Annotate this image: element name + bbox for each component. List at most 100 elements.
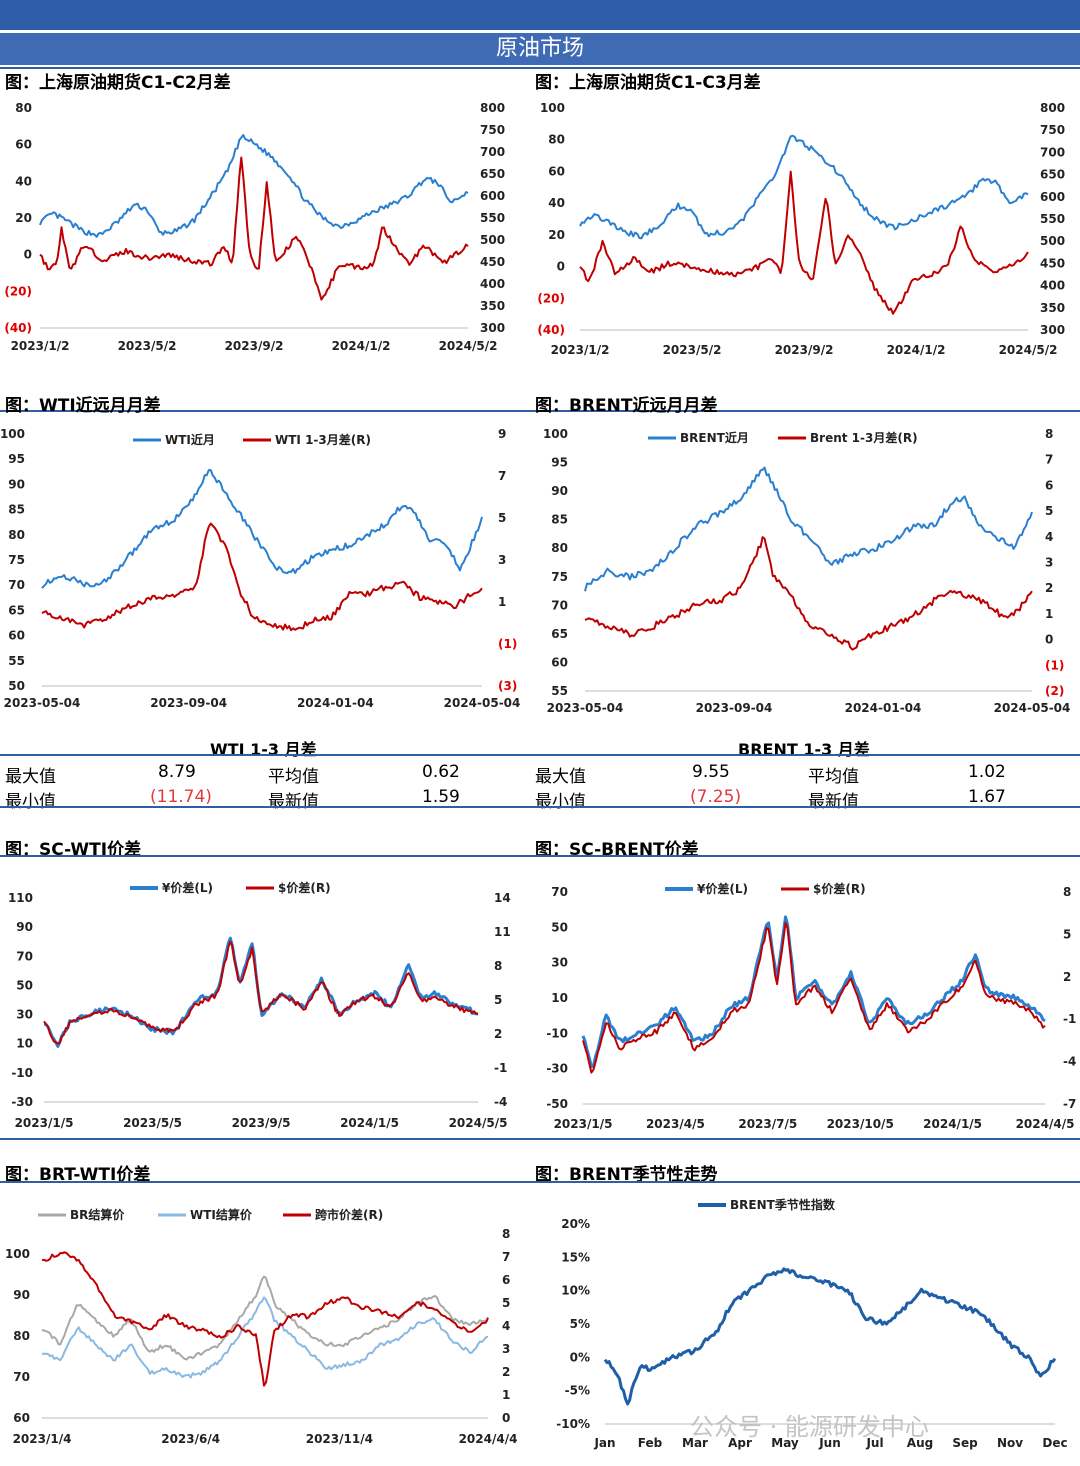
right-axis-label: 0 [1045,633,1053,647]
right-axis-label: 4 [1045,530,1053,544]
left-axis-label: 40 [15,174,32,188]
right-axis-label: 350 [480,299,505,313]
x-tick-label: 2023/5/5 [123,1116,182,1130]
stat-label: 最小值 [5,792,56,812]
right-axis-label: -4 [1063,1055,1076,1069]
right-axis-label: 5 [494,993,502,1007]
legend-label: BR结算价 [70,1207,125,1222]
right-axis-label: 8 [502,1227,510,1241]
chart-brt-wti: 100 90 80 70 60 8 7 6 5 4 3 2 1 0 2023/1/4 2023/6/4 2023… [5,1207,518,1446]
x-tick-label: 2023/1/5 [554,1117,613,1131]
divider [0,1181,1080,1183]
chart-title-wti: 图：WTI近远月月差 [5,396,161,416]
chart-c1c3: 100 80 60 40 20 0 (20) (40) 800 750 700 650 600 550 50… [537,101,1065,357]
divider [0,67,1080,69]
right-axis-label: 8 [1063,885,1071,899]
x-tick-label: 2023/1/2 [551,343,610,357]
x-tick-label: 2023-05-04 [4,696,81,710]
left-axis-label: 90 [8,477,25,491]
stat-label: 最大值 [535,767,586,787]
legend-label: WTI近月 [165,432,215,447]
x-tick-label: 2023/9/5 [232,1116,291,1130]
right-axis-label: 1 [498,595,506,609]
right-axis-label: 2 [502,1365,510,1379]
right-axis-label: (2) [1045,684,1064,698]
stat-label: 最小值 [535,792,586,812]
right-axis-label: 2 [1063,970,1071,984]
top-bar [0,0,1080,30]
right-axis-label: 8 [1045,427,1053,441]
right-axis-label: 2 [1045,581,1053,595]
right-axis-label: 700 [1040,145,1065,159]
divider [0,1138,1080,1140]
right-axis-label: 7 [502,1250,510,1264]
left-axis-label: 65 [8,603,25,617]
left-axis-label: 50 [16,978,33,992]
x-tick-label: Jan [593,1436,615,1450]
x-tick-label: Aug [907,1436,933,1450]
left-axis-label: (20) [537,291,565,305]
x-tick-label: 2024/5/2 [999,343,1058,357]
right-axis-label: 350 [1040,301,1065,315]
right-axis-label: 450 [1040,256,1065,270]
right-axis-label: 4 [502,1319,510,1333]
left-axis-label: -5% [565,1384,590,1398]
series-line-0 [41,469,483,589]
left-axis-label: (40) [537,323,565,337]
x-tick-label: 2024-05-04 [444,696,521,710]
right-axis-label: 600 [480,189,505,203]
x-tick-label: 2023/1/5 [15,1116,74,1130]
right-axis-label: 650 [1040,168,1065,182]
series-line-0 [584,466,1033,592]
x-tick-label: 2023-09-04 [696,701,773,715]
section-banner: 原油市场 [0,33,1080,65]
left-axis-label: 60 [548,164,565,178]
left-axis-label: 80 [551,541,568,555]
series-line-0 [581,915,1046,1068]
left-axis-label: 0 [24,248,32,262]
left-axis-label: (20) [4,284,32,298]
left-axis-label: 80 [548,133,565,147]
stat-value-negative: (11.74) [150,787,212,807]
left-axis-label: -30 [11,1095,33,1109]
left-axis-label: -30 [546,1062,568,1076]
series-line-0 [39,134,469,238]
left-axis-label: 75 [8,553,25,567]
left-axis-label: 85 [8,503,25,517]
left-axis-label: 55 [8,654,25,668]
right-axis-label: 8 [494,959,502,973]
stat-value: 1.02 [968,762,1006,782]
left-axis-label: 100 [540,101,565,115]
legend-label: BRENT近月 [680,430,749,445]
right-axis-label: 9 [498,427,506,441]
stats-header-brent: BRENT 1-3 月差 [738,740,870,759]
x-tick-label: 2023/4/5 [646,1117,705,1131]
right-axis-label: -1 [494,1061,507,1075]
left-axis-label: 60 [15,138,32,152]
x-tick-label: 2023/9/2 [775,343,834,357]
x-tick-label: 2024-05-04 [994,701,1071,715]
legend-label: ¥价差(L) [162,880,213,895]
x-tick-label: 2023/5/2 [118,339,177,353]
right-axis-label: 300 [1040,323,1065,337]
right-axis-label: 500 [480,233,505,247]
x-tick-label: 2024/4/5 [1016,1117,1075,1131]
right-axis-label: 14 [494,891,511,905]
right-axis-label: 400 [480,277,505,291]
series-line-1 [41,1296,489,1379]
x-tick-label: Mar [682,1436,708,1450]
left-axis-label: 55 [551,684,568,698]
chart-brent-season: 20% 15% 10% 5% 0% -5% -10%Jan Feb Mar Apr May Jun Ju… [556,1197,1067,1450]
left-axis-label: 10% [561,1284,590,1298]
right-axis-label: -1 [1063,1012,1076,1026]
stat-label: 平均值 [268,767,319,787]
left-axis-label: 60 [13,1411,30,1425]
right-axis-label: 750 [1040,123,1065,137]
right-axis-label: 500 [1040,234,1065,248]
chart-sc-brent: 70 50 30 10 -10 -30 -50 8 5 2 -1 -4 -7 2023/1/5 2023/4… [546,881,1076,1131]
series-line-0 [41,1275,489,1361]
divider [0,806,1080,808]
chart-brent-spread: 100959085807570656055876543210(1)(2)2023… [543,427,1071,715]
series-line-2 [41,1251,489,1387]
series-line-1 [41,522,483,632]
